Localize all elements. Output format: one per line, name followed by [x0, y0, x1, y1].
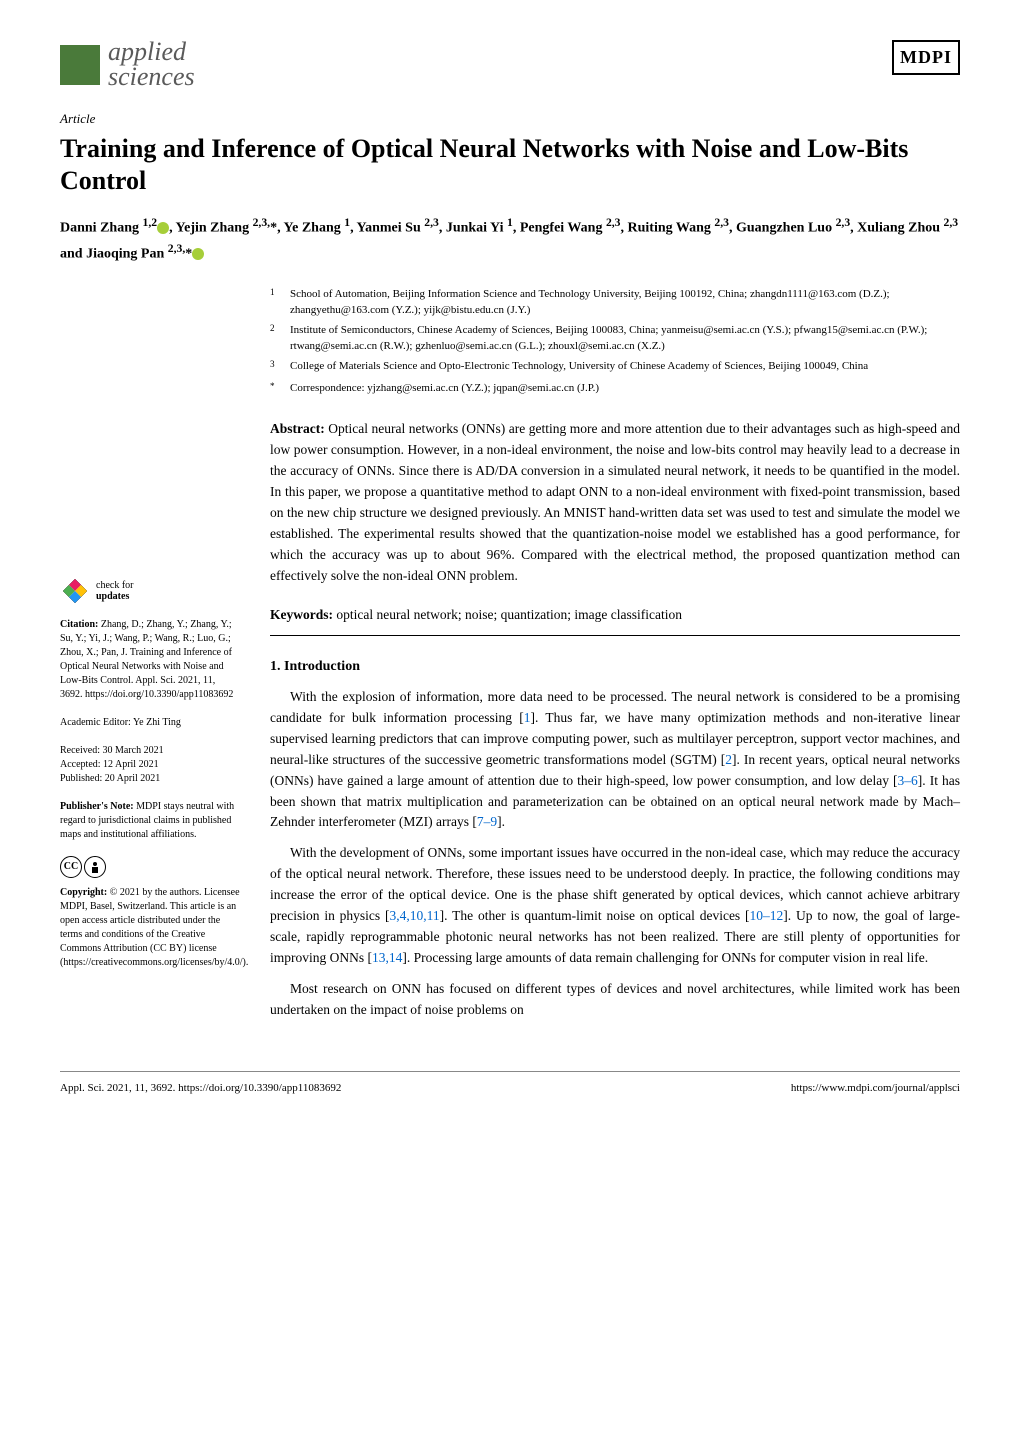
footer-right: https://www.mdpi.com/journal/applsci — [791, 1080, 960, 1097]
cc-license-badge: CC — [60, 856, 240, 878]
abstract-label: Abstract: — [270, 421, 325, 436]
divider — [270, 635, 960, 636]
published-date: Published: 20 April 2021 — [60, 772, 240, 786]
accepted-date: Accepted: 12 April 2021 — [60, 758, 240, 772]
journal-logo: applied sciences — [60, 40, 195, 89]
affiliation-item: 3 College of Materials Science and Opto-E… — [270, 358, 960, 377]
abstract-text: Optical neural networks (ONNs) are getti… — [270, 421, 960, 582]
journal-icon — [60, 45, 100, 85]
article-title: Training and Inference of Optical Neural… — [60, 133, 960, 198]
pubnote-label: Publisher's Note: — [60, 801, 134, 812]
citation-block: Citation: Zhang, D.; Zhang, Y.; Zhang, Y… — [60, 618, 240, 702]
affiliation-number: * — [270, 380, 280, 399]
journal-name: applied sciences — [108, 40, 195, 89]
publisher-note-block: Publisher's Note: MDPI stays neutral wit… — [60, 800, 240, 842]
two-column-layout: check for updates Citation: Zhang, D.; Z… — [60, 286, 960, 1031]
dates-block: Received: 30 March 2021 Accepted: 12 Apr… — [60, 744, 240, 786]
check-for-updates[interactable]: check for updates — [60, 576, 240, 606]
by-icon — [84, 856, 106, 878]
intro-para-2: With the development of ONNs, some impor… — [270, 843, 960, 969]
check-updates-icon — [60, 576, 90, 606]
footer: Appl. Sci. 2021, 11, 3692. https://doi.o… — [60, 1071, 960, 1097]
footer-left: Appl. Sci. 2021, 11, 3692. https://doi.o… — [60, 1080, 341, 1097]
keywords-text: optical neural network; noise; quantizat… — [336, 607, 682, 622]
affiliation-text: Institute of Semiconductors, Chinese Aca… — [290, 322, 960, 355]
publisher-logo: MDPI — [892, 40, 960, 75]
affiliation-number: 2 — [270, 322, 280, 355]
copyright-text: © 2021 by the authors. Licensee MDPI, Ba… — [60, 887, 248, 968]
sidebar-column: check for updates Citation: Zhang, D.; Z… — [60, 286, 240, 1031]
affiliation-item: * Correspondence: yjzhang@semi.ac.cn (Y.Z… — [270, 380, 960, 399]
affiliation-text: School of Automation, Beijing Informatio… — [290, 286, 960, 319]
editor-block: Academic Editor: Ye Zhi Ting — [60, 716, 240, 730]
affiliation-text: Correspondence: yjzhang@semi.ac.cn (Y.Z.… — [290, 380, 599, 399]
keywords-block: Keywords: optical neural network; noise;… — [270, 605, 960, 625]
main-column: 1 School of Automation, Beijing Informati… — [270, 286, 960, 1031]
affiliation-number: 3 — [270, 358, 280, 377]
affiliation-number: 1 — [270, 286, 280, 319]
editor-label: Academic Editor: — [60, 717, 131, 728]
citation-text: Zhang, D.; Zhang, Y.; Zhang, Y.; Su, Y.;… — [60, 619, 233, 700]
cc-icon: CC — [60, 856, 82, 878]
editor-text: Ye Zhi Ting — [133, 717, 181, 728]
article-type: Article — [60, 109, 960, 129]
affiliation-item: 2 Institute of Semiconductors, Chinese Ac… — [270, 322, 960, 355]
copyright-label: Copyright: — [60, 887, 107, 898]
keywords-label: Keywords: — [270, 607, 333, 622]
header-row: applied sciences MDPI — [60, 40, 960, 89]
check-line1: check for — [96, 580, 133, 591]
citation-label: Citation: — [60, 619, 98, 630]
check-line2: updates — [96, 591, 129, 602]
section-heading: 1. Introduction — [270, 656, 960, 677]
check-updates-text: check for updates — [96, 580, 133, 602]
affiliation-item: 1 School of Automation, Beijing Informati… — [270, 286, 960, 319]
received-date: Received: 30 March 2021 — [60, 744, 240, 758]
journal-name-line2: sciences — [108, 62, 195, 91]
affiliations-list: 1 School of Automation, Beijing Informati… — [270, 286, 960, 399]
copyright-block: Copyright: © 2021 by the authors. Licens… — [60, 886, 240, 970]
authors-list: Danni Zhang 1,2, Yejin Zhang 2,3,*, Ye Z… — [60, 214, 960, 266]
affiliation-text: College of Materials Science and Opto-El… — [290, 358, 868, 377]
intro-para-3: Most research on ONN has focused on diff… — [270, 979, 960, 1021]
abstract-block: Abstract: Optical neural networks (ONNs)… — [270, 419, 960, 586]
intro-para-1: With the explosion of information, more … — [270, 687, 960, 833]
